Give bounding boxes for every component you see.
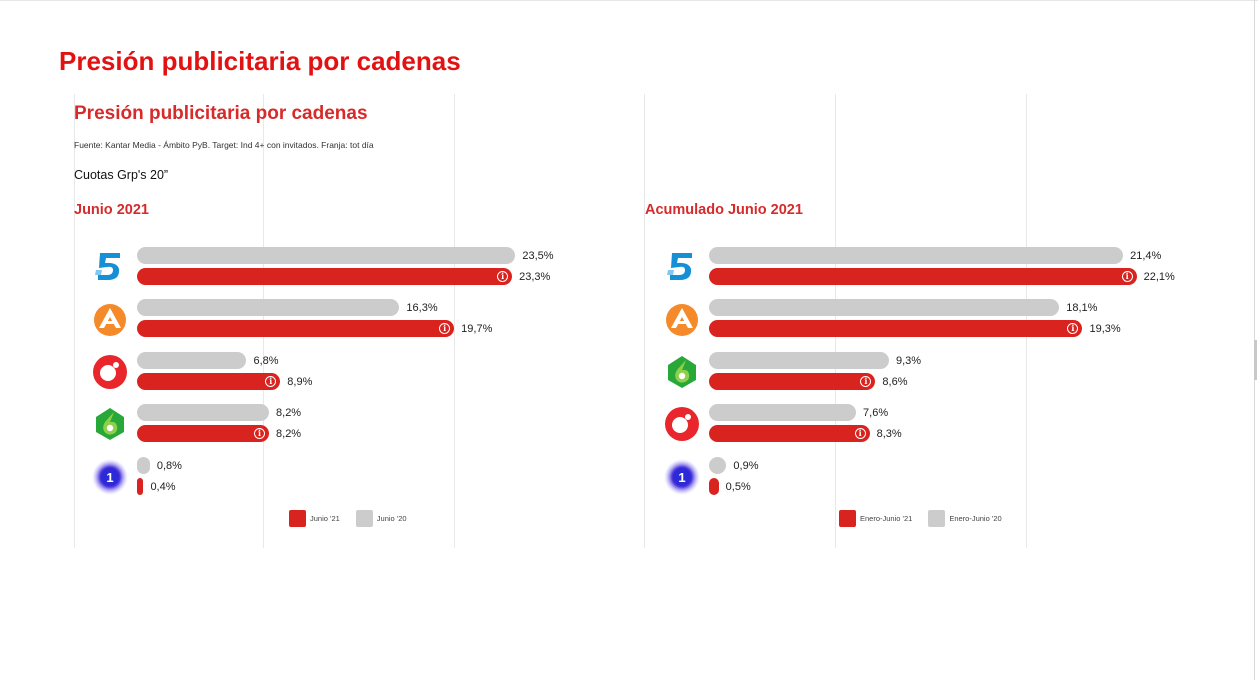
value-label-previous: 21,4% — [1130, 250, 1162, 262]
scrollbar-thumb[interactable] — [1254, 340, 1257, 380]
bar-previous-year[interactable] — [709, 404, 857, 421]
bar-previous-year[interactable] — [709, 457, 727, 474]
bar-previous-year[interactable] — [137, 404, 270, 421]
value-label-previous: 7,6% — [863, 407, 889, 419]
value-label-previous: 23,5% — [522, 250, 554, 262]
value-label-current: 0,5% — [725, 481, 751, 493]
legend-item[interactable]: Enero-Junio '20 — [928, 510, 1002, 527]
info-icon[interactable]: i — [1121, 271, 1133, 282]
panel-title: Presión publicitaria por cadenas — [74, 103, 368, 124]
info-icon[interactable]: i — [497, 271, 509, 282]
info-icon[interactable]: i — [860, 376, 872, 387]
value-label-current: 8,3% — [876, 428, 902, 440]
page-title: Presión publicitaria por cadenas — [59, 46, 461, 76]
legend-swatch — [289, 510, 306, 527]
legend-label: Junio '20 — [376, 514, 407, 523]
bar-previous-year[interactable] — [137, 247, 516, 264]
la1-logo: 1 — [664, 459, 700, 500]
chart-title-acumulado: Acumulado Junio 2021 — [645, 202, 803, 218]
value-label-current: 8,2% — [276, 428, 302, 440]
svg-text:1: 1 — [678, 470, 685, 485]
legend-item[interactable]: Junio '20 — [355, 510, 407, 527]
svg-text:1: 1 — [106, 470, 113, 485]
value-label-previous: 0,8% — [156, 460, 182, 472]
value-label-previous: 9,3% — [895, 355, 922, 367]
bar-previous-year[interactable] — [137, 457, 150, 474]
value-label-previous: 0,9% — [733, 460, 759, 472]
antena3-logo — [92, 301, 128, 342]
legend: Enero-Junio '21 Enero-Junio '20 — [839, 510, 1012, 527]
cuatro-logo — [664, 406, 700, 447]
telecinco-logo — [664, 249, 700, 290]
frame-top-border — [0, 0, 1258, 1]
info-icon[interactable]: i — [265, 376, 277, 387]
legend-swatch — [355, 510, 373, 527]
source-note: Fuente: Kantar Media - Ámbito PyB. Targe… — [74, 140, 374, 150]
gridline — [74, 94, 75, 548]
bar-current-year[interactable]: i — [137, 425, 270, 442]
legend-label: Enero-Junio '20 — [949, 514, 1002, 523]
value-label-current: 19,3% — [1089, 323, 1121, 335]
legend-item[interactable]: Junio '21 — [289, 510, 340, 527]
bar-current-year[interactable] — [137, 478, 144, 495]
bar-current-year[interactable]: i — [137, 268, 513, 285]
legend-swatch — [928, 510, 946, 527]
legend-swatch — [839, 510, 856, 527]
legend-item[interactable]: Enero-Junio '21 — [839, 510, 912, 527]
cuatro-logo — [92, 354, 128, 395]
value-label-current: 8,9% — [287, 376, 313, 388]
legend: Junio '21 Junio '20 — [289, 510, 417, 527]
bar-previous-year[interactable] — [137, 299, 400, 316]
bar-current-year[interactable]: i — [709, 268, 1137, 285]
value-label-previous: 16,3% — [406, 302, 438, 314]
value-label-previous: 18,1% — [1066, 302, 1098, 314]
bar-previous-year[interactable] — [709, 299, 1060, 316]
legend-label: Junio '21 — [310, 514, 340, 523]
info-icon[interactable]: i — [254, 428, 266, 439]
lasexta-logo — [92, 406, 128, 447]
bar-current-year[interactable]: i — [137, 320, 455, 337]
value-label-current: 8,6% — [882, 376, 908, 388]
antena3-logo — [664, 301, 700, 342]
value-label-current: 19,7% — [461, 323, 493, 335]
bar-current-year[interactable] — [709, 478, 719, 495]
gridline — [454, 94, 455, 548]
bar-previous-year[interactable] — [137, 352, 247, 369]
gridline — [644, 94, 645, 548]
bar-current-year[interactable]: i — [137, 373, 281, 390]
value-label-current: 0,4% — [150, 481, 176, 493]
lasexta-logo — [664, 354, 700, 395]
bar-current-year[interactable]: i — [709, 373, 876, 390]
telecinco-logo — [92, 249, 128, 290]
value-label-previous: 6,8% — [253, 355, 279, 367]
chart-title-junio-2021: Junio 2021 — [74, 202, 149, 218]
legend-label: Enero-Junio '21 — [860, 514, 913, 523]
metric-label: Cuotas Grp's 20” — [74, 168, 169, 182]
info-icon[interactable]: i — [854, 428, 866, 439]
info-icon[interactable]: i — [439, 323, 451, 334]
value-label-current: 22,1% — [1143, 271, 1175, 283]
bar-previous-year[interactable] — [709, 352, 889, 369]
bar-current-year[interactable]: i — [709, 425, 870, 442]
la1-logo: 1 — [92, 459, 128, 500]
value-label-previous: 8,2% — [276, 407, 302, 419]
bar-previous-year[interactable] — [709, 247, 1124, 264]
value-label-current: 23,3% — [519, 271, 551, 283]
info-icon[interactable]: i — [1067, 323, 1079, 334]
bar-current-year[interactable]: i — [709, 320, 1083, 337]
